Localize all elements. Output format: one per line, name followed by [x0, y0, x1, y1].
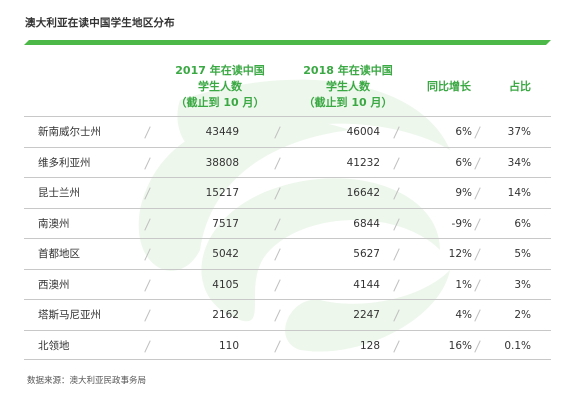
- cell-share: 37%: [507, 126, 531, 138]
- cell-region: 北领地: [38, 339, 70, 352]
- cell-growth: 12%: [448, 248, 472, 260]
- header-2017: 2017 年在读中国 学生人数 （截止到 10 月）: [165, 63, 275, 111]
- divider: [144, 278, 151, 292]
- cell-2017: 110: [218, 339, 239, 352]
- cell-share: 14%: [507, 187, 531, 199]
- table-row: 维多利亚州 38808 41232 6% 34%: [24, 146, 551, 178]
- cell-2017: 2162: [212, 309, 239, 321]
- cell-2017: 5042: [212, 248, 239, 260]
- header-share: 占比: [509, 80, 531, 93]
- header-growth: 同比增长: [427, 80, 471, 93]
- header-2017-line1: 2017 年在读中国: [175, 64, 265, 77]
- cell-2018: 6844: [353, 217, 380, 230]
- cell-growth: 9%: [455, 187, 472, 199]
- divider: [393, 126, 400, 139]
- table-row: 新南威尔士州 43449 46004 6% 37%: [24, 116, 551, 147]
- cell-share: 5%: [514, 248, 531, 260]
- divider: [144, 187, 151, 200]
- cell-region: 西澳州: [38, 278, 70, 291]
- table-row: 南澳州 7517 6844 -9% 6%: [24, 207, 551, 239]
- divider: [393, 278, 400, 292]
- cell-2018: 41232: [346, 156, 380, 169]
- cell-region: 塔斯马尼亚州: [38, 309, 101, 321]
- source-note: 数据来源：澳大利亚民政事务局: [27, 376, 147, 386]
- divider: [393, 309, 400, 322]
- divider: [393, 156, 400, 170]
- cell-2018: 2247: [353, 309, 380, 321]
- cell-2018: 4144: [353, 278, 380, 291]
- header-2018-line1: 2018 年在读中国: [303, 64, 393, 77]
- header-2017-line2: 学生人数: [198, 80, 242, 93]
- header-2018: 2018 年在读中国 学生人数 （截止到 10 月）: [293, 63, 403, 111]
- cell-2017: 4105: [212, 278, 239, 291]
- cell-growth: 1%: [455, 278, 472, 291]
- cell-share: 0.1%: [504, 339, 531, 352]
- divider: [274, 278, 281, 292]
- divider: [274, 156, 281, 170]
- cell-2017: 38808: [205, 156, 239, 169]
- cell-2018: 16642: [346, 187, 380, 199]
- cell-region: 昆士兰州: [38, 187, 80, 199]
- cell-2017: 7517: [212, 217, 239, 230]
- title-underline: [24, 40, 551, 45]
- divider: [144, 156, 151, 170]
- table-row: 西澳州 4105 4144 1% 3%: [24, 268, 551, 300]
- cell-region: 维多利亚州: [38, 156, 91, 169]
- cell-2018: 128: [359, 339, 380, 352]
- cell-2018: 5627: [353, 248, 380, 260]
- header-2017-line3: （截止到 10 月）: [175, 96, 265, 109]
- cell-region: 新南威尔士州: [38, 126, 101, 138]
- cell-growth: 4%: [455, 309, 472, 321]
- cell-2018: 46004: [346, 126, 380, 138]
- divider: [393, 187, 400, 200]
- table-row: 昆士兰州 15217 16642 9% 14%: [24, 177, 551, 208]
- cell-share: 34%: [507, 156, 531, 169]
- divider: [274, 309, 281, 322]
- divider: [144, 309, 151, 322]
- cell-growth: 16%: [448, 339, 472, 352]
- table-row: 塔斯马尼亚州 2162 2247 4% 2%: [24, 299, 551, 330]
- cell-growth: 6%: [455, 126, 472, 138]
- cell-share: 6%: [514, 217, 531, 230]
- page-title: 澳大利亚在读中国学生地区分布: [25, 17, 175, 29]
- divider: [393, 248, 400, 261]
- divider: [144, 217, 151, 231]
- divider: [274, 339, 281, 353]
- divider: [144, 248, 151, 261]
- divider: [274, 217, 281, 231]
- divider: [144, 126, 151, 139]
- cell-2017: 43449: [205, 126, 239, 138]
- table-row: 北领地 110 128 16% 0.1%: [24, 329, 551, 360]
- watermark-logo: [138, 79, 450, 352]
- divider: [393, 217, 400, 231]
- cell-growth: 6%: [455, 156, 472, 169]
- divider: [393, 339, 400, 353]
- header-2018-line2: 学生人数: [326, 80, 370, 93]
- divider: [274, 126, 281, 139]
- cell-region: 首都地区: [38, 248, 80, 260]
- divider: [274, 248, 281, 261]
- cell-share: 3%: [514, 278, 531, 291]
- table-row: 首都地区 5042 5627 12% 5%: [24, 238, 551, 269]
- cell-growth: -9%: [451, 217, 472, 230]
- header-2018-line3: （截止到 10 月）: [303, 96, 393, 109]
- cell-region: 南澳州: [38, 217, 70, 230]
- divider: [144, 339, 151, 353]
- cell-2017: 15217: [205, 187, 239, 199]
- divider: [274, 187, 281, 200]
- cell-share: 2%: [514, 309, 531, 321]
